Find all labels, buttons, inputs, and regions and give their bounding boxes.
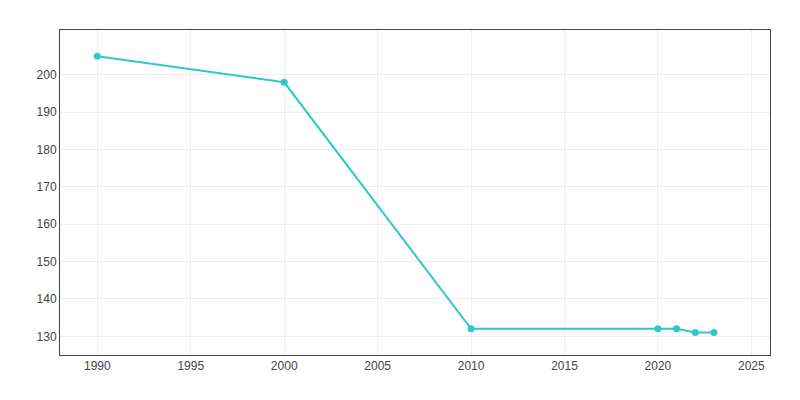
svg-text:140: 140 [37,292,57,306]
svg-text:200: 200 [37,68,57,82]
svg-text:1990: 1990 [84,359,111,373]
svg-text:2015: 2015 [551,359,578,373]
svg-text:2010: 2010 [458,359,485,373]
svg-text:180: 180 [37,143,57,157]
svg-text:2005: 2005 [364,359,391,373]
svg-text:150: 150 [37,255,57,269]
svg-text:2025: 2025 [738,359,765,373]
svg-text:190: 190 [37,105,57,119]
svg-text:2000: 2000 [271,359,298,373]
svg-text:160: 160 [37,217,57,231]
svg-text:130: 130 [37,330,57,344]
svg-text:170: 170 [37,180,57,194]
svg-text:2020: 2020 [645,359,672,373]
svg-text:1995: 1995 [177,359,204,373]
